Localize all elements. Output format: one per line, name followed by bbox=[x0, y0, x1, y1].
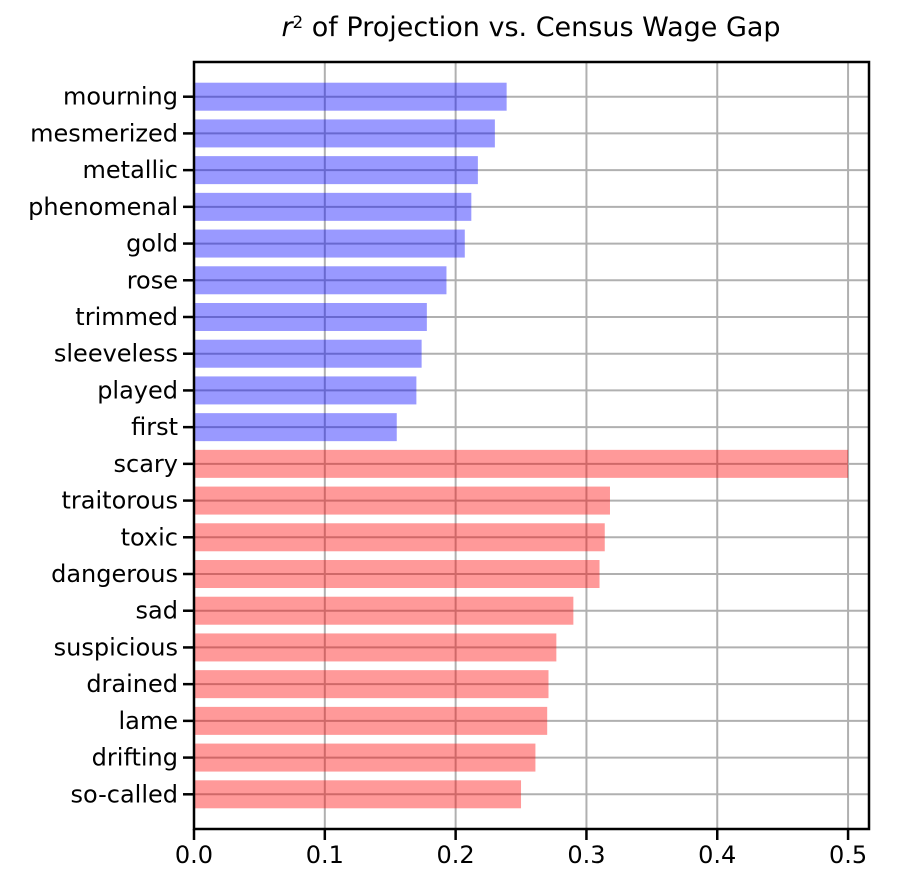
y-tick-label-scary: scary bbox=[114, 450, 178, 478]
y-tick-label-sad: sad bbox=[136, 597, 178, 625]
bar-sad bbox=[194, 596, 574, 625]
bar-scary bbox=[194, 449, 849, 478]
y-tick-label-first: first bbox=[131, 413, 178, 441]
bar-gold bbox=[194, 229, 465, 258]
y-tick-label-gold: gold bbox=[126, 230, 178, 258]
bar-dangerous bbox=[194, 560, 600, 589]
chart-title: r2 of Projection vs. Census Wage Gap bbox=[281, 12, 780, 44]
y-tick-label-traitorous: traitorous bbox=[62, 487, 178, 515]
bar-played bbox=[194, 376, 417, 405]
y-tick-label-sleeveless: sleeveless bbox=[54, 340, 178, 368]
x-tick-label: 0.4 bbox=[698, 841, 736, 869]
y-tick-label-so-called: so-called bbox=[70, 780, 178, 808]
y-tick-label-mesmerized: mesmerized bbox=[30, 119, 178, 147]
bar-suspicious bbox=[194, 633, 557, 662]
bar-so-called bbox=[194, 780, 522, 809]
y-tick-label-trimmed: trimmed bbox=[75, 303, 178, 331]
y-tick-label-phenomenal: phenomenal bbox=[28, 193, 178, 221]
y-tick-label-metallic: metallic bbox=[83, 156, 178, 184]
bar-lame bbox=[194, 706, 548, 735]
bar-first bbox=[194, 413, 397, 442]
bar-phenomenal bbox=[194, 192, 472, 221]
y-tick-label-dangerous: dangerous bbox=[51, 560, 178, 588]
x-tick-label: 0.0 bbox=[175, 841, 213, 869]
x-tick-label: 0.2 bbox=[437, 841, 475, 869]
y-tick-label-lame: lame bbox=[118, 707, 178, 735]
y-tick-label-mourning: mourning bbox=[63, 83, 178, 111]
title-superscript: 2 bbox=[292, 11, 304, 32]
title-r-symbol: r bbox=[281, 12, 293, 43]
bar-rose bbox=[194, 266, 447, 295]
bar-traitorous bbox=[194, 486, 610, 515]
y-tick-label-rose: rose bbox=[127, 266, 178, 294]
plot-border bbox=[192, 60, 871, 831]
bar-trimmed bbox=[194, 302, 427, 331]
bar-sleeveless bbox=[194, 339, 422, 368]
y-tick-label-drifting: drifting bbox=[92, 744, 178, 772]
x-tick-label: 0.5 bbox=[829, 841, 867, 869]
y-tick-label-toxic: toxic bbox=[121, 523, 178, 551]
bar-drifting bbox=[194, 743, 536, 772]
bar-toxic bbox=[194, 523, 605, 552]
y-tick-label-drained: drained bbox=[86, 670, 178, 698]
x-tick-label: 0.3 bbox=[567, 841, 605, 869]
title-text: of Projection vs. Census Wage Gap bbox=[303, 12, 781, 43]
y-tick-label-suspicious: suspicious bbox=[54, 633, 178, 661]
y-tick-label-played: played bbox=[97, 376, 178, 404]
bar-mesmerized bbox=[194, 119, 495, 148]
bar-metallic bbox=[194, 156, 478, 185]
x-tick-label: 0.1 bbox=[306, 841, 344, 869]
bar-drained bbox=[194, 670, 549, 699]
bar-mourning bbox=[194, 82, 507, 111]
